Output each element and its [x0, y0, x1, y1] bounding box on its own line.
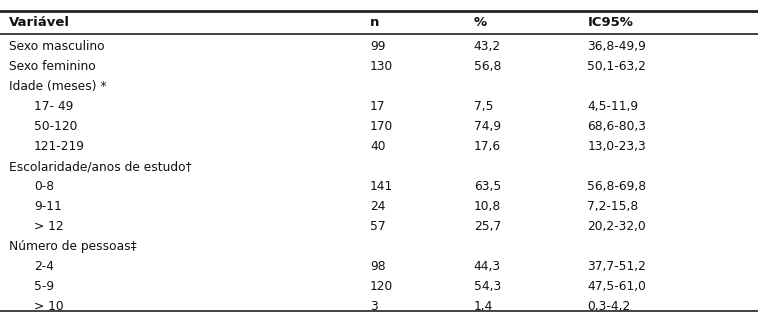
Text: 1,4: 1,4 [474, 299, 493, 313]
Text: 20,2-32,0: 20,2-32,0 [587, 220, 647, 233]
Text: 56,8-69,8: 56,8-69,8 [587, 180, 647, 193]
Text: 13,0-23,3: 13,0-23,3 [587, 140, 647, 153]
Text: %: % [474, 16, 487, 29]
Text: 50-120: 50-120 [34, 120, 77, 133]
Text: Escolaridade/anos de estudo†: Escolaridade/anos de estudo† [9, 160, 192, 173]
Text: 9-11: 9-11 [34, 200, 62, 213]
Text: 170: 170 [370, 120, 393, 133]
Text: 98: 98 [370, 260, 386, 273]
Text: 99: 99 [370, 40, 385, 53]
Text: 141: 141 [370, 180, 393, 193]
Text: 121-219: 121-219 [34, 140, 85, 153]
Text: 47,5-61,0: 47,5-61,0 [587, 280, 647, 293]
Text: Idade (meses) *: Idade (meses) * [9, 80, 107, 93]
Text: 56,8: 56,8 [474, 60, 501, 74]
Text: 17- 49: 17- 49 [34, 100, 74, 113]
Text: Variável: Variável [9, 16, 70, 29]
Text: 0,3-4,2: 0,3-4,2 [587, 299, 631, 313]
Text: 43,2: 43,2 [474, 40, 501, 53]
Text: IC95%: IC95% [587, 16, 634, 29]
Text: 24: 24 [370, 200, 385, 213]
Text: 3: 3 [370, 299, 377, 313]
Text: 10,8: 10,8 [474, 200, 501, 213]
Text: 7,2-15,8: 7,2-15,8 [587, 200, 639, 213]
Text: 50,1-63,2: 50,1-63,2 [587, 60, 647, 74]
Text: 130: 130 [370, 60, 393, 74]
Text: 37,7-51,2: 37,7-51,2 [587, 260, 647, 273]
Text: 63,5: 63,5 [474, 180, 501, 193]
Text: 2-4: 2-4 [34, 260, 54, 273]
Text: > 10: > 10 [34, 299, 64, 313]
Text: 120: 120 [370, 280, 393, 293]
Text: 57: 57 [370, 220, 386, 233]
Text: Sexo masculino: Sexo masculino [9, 40, 105, 53]
Text: 68,6-80,3: 68,6-80,3 [587, 120, 647, 133]
Text: 36,8-49,9: 36,8-49,9 [587, 40, 647, 53]
Text: 7,5: 7,5 [474, 100, 493, 113]
Text: Sexo feminino: Sexo feminino [9, 60, 96, 74]
Text: 40: 40 [370, 140, 385, 153]
Text: 5-9: 5-9 [34, 280, 55, 293]
Text: 17: 17 [370, 100, 385, 113]
Text: > 12: > 12 [34, 220, 64, 233]
Text: n: n [370, 16, 379, 29]
Text: 4,5-11,9: 4,5-11,9 [587, 100, 638, 113]
Text: 54,3: 54,3 [474, 280, 501, 293]
Text: 44,3: 44,3 [474, 260, 501, 273]
Text: 25,7: 25,7 [474, 220, 501, 233]
Text: 74,9: 74,9 [474, 120, 501, 133]
Text: 17,6: 17,6 [474, 140, 501, 153]
Text: 0-8: 0-8 [34, 180, 55, 193]
Text: Número de pessoas‡: Número de pessoas‡ [9, 240, 136, 253]
